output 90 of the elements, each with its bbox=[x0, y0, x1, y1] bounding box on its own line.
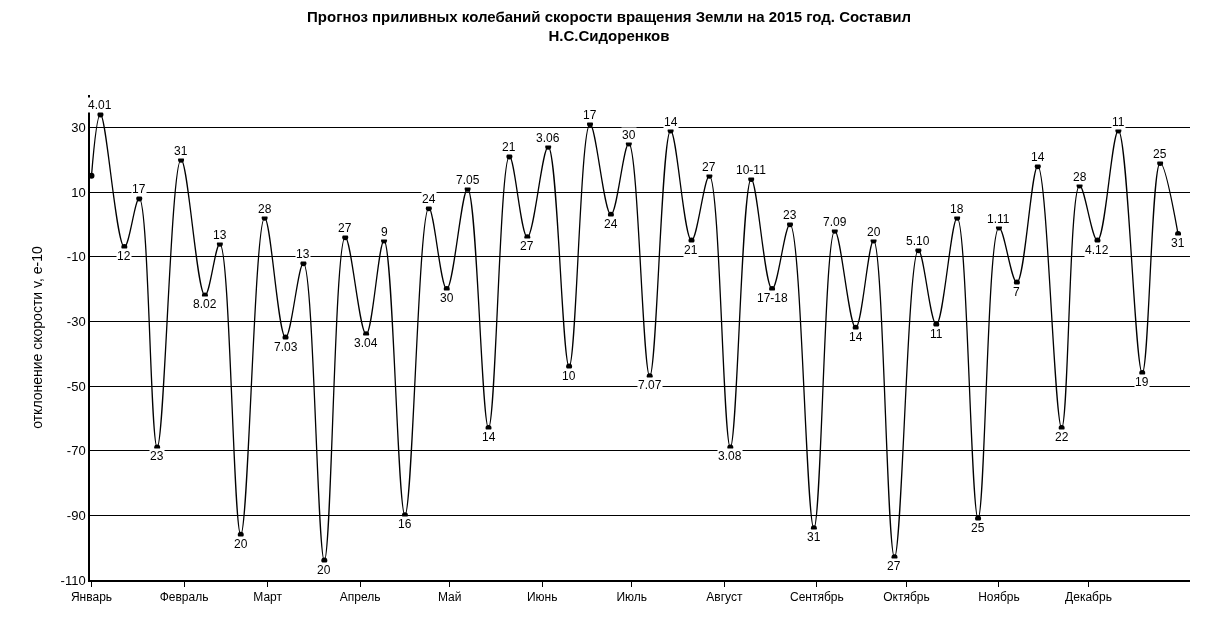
annotation: 14 bbox=[482, 430, 496, 444]
x-tick-label: Февраль bbox=[159, 590, 209, 605]
y-tick-label: -50 bbox=[66, 378, 86, 394]
x-tick-label: Октябрь bbox=[883, 590, 930, 605]
annotation: 4.12 bbox=[1085, 243, 1109, 257]
annotation: 17-18 bbox=[757, 291, 789, 305]
annotation: 16 bbox=[398, 517, 412, 531]
annotation: 20 bbox=[867, 225, 881, 239]
annotation: 5.10 bbox=[906, 234, 930, 248]
y-tick-label: -10 bbox=[66, 249, 86, 265]
annotation: 27 bbox=[702, 160, 716, 174]
x-tick-label: Январь bbox=[70, 590, 113, 605]
annotation: 27 bbox=[520, 239, 534, 253]
x-tick-label: Август bbox=[706, 590, 743, 605]
annotation: 27 bbox=[887, 559, 901, 573]
annotation: 11 bbox=[1112, 115, 1125, 129]
annotation: 4.01 bbox=[88, 98, 112, 112]
annotation: 10 bbox=[562, 369, 576, 383]
x-tick-label: Сентябрь bbox=[789, 590, 844, 605]
x-tick-label: Апрель bbox=[339, 590, 381, 605]
annotation: 17 bbox=[583, 108, 597, 122]
annotation: 31 bbox=[1171, 236, 1185, 250]
x-tick-label: Май bbox=[437, 590, 462, 605]
point bbox=[1013, 279, 1020, 286]
annotation: 23 bbox=[783, 208, 797, 222]
annotation: 20 bbox=[234, 537, 248, 551]
annotation: 30 bbox=[622, 128, 636, 142]
annotation: 14 bbox=[849, 330, 863, 344]
annotation: 28 bbox=[1073, 170, 1087, 184]
point bbox=[566, 363, 573, 370]
x-tick-label: Декабрь bbox=[1065, 590, 1112, 605]
x-tick-label: Июнь bbox=[526, 590, 558, 605]
y-axis-title: отклонение скорости v, е-10 bbox=[28, 246, 45, 429]
point bbox=[933, 321, 940, 328]
point bbox=[1094, 237, 1101, 244]
point bbox=[121, 243, 128, 250]
annotation: 21 bbox=[502, 140, 516, 154]
annotation: 8.02 bbox=[193, 297, 217, 311]
annotation: 31 bbox=[174, 144, 188, 158]
annotation: 28 bbox=[258, 202, 272, 216]
y-tick-label: -90 bbox=[66, 507, 86, 523]
point bbox=[688, 237, 695, 244]
point bbox=[321, 557, 328, 564]
annotation: 30 bbox=[440, 291, 454, 305]
annotation: 3.08 bbox=[718, 449, 742, 463]
annotation: 25 bbox=[971, 521, 985, 535]
annotation: 13 bbox=[296, 247, 310, 261]
annotation: 10-11 bbox=[736, 163, 767, 177]
x-tick-label: Июль bbox=[616, 590, 648, 605]
annotation: 21 bbox=[684, 243, 698, 257]
x-tick-label: Март bbox=[253, 590, 283, 605]
annotation: 3.06 bbox=[536, 131, 560, 145]
annotation: 7.05 bbox=[456, 173, 480, 187]
annotation: 7.07 bbox=[638, 378, 662, 392]
y-tick-label: 30 bbox=[71, 119, 86, 135]
annotation: 12 bbox=[117, 249, 131, 263]
annotation: 3.04 bbox=[354, 336, 378, 350]
annotation: 24 bbox=[604, 217, 618, 231]
y-tick-label: -30 bbox=[66, 313, 86, 329]
annotation: 18 bbox=[950, 202, 964, 216]
point bbox=[852, 324, 859, 331]
annotation: 7 bbox=[1013, 285, 1020, 299]
point bbox=[769, 286, 776, 292]
point bbox=[443, 286, 450, 292]
annotation: 17 bbox=[132, 182, 146, 196]
point bbox=[975, 515, 982, 522]
annotation: 31 bbox=[807, 530, 821, 544]
point bbox=[607, 211, 614, 218]
annotation: 20 bbox=[317, 563, 331, 577]
annotation: 9 bbox=[381, 225, 388, 239]
point bbox=[282, 334, 289, 341]
annotation: 22 bbox=[1055, 430, 1069, 444]
annotation: 23 bbox=[150, 449, 164, 463]
y-tick-label: -110 bbox=[60, 572, 86, 588]
point bbox=[237, 531, 244, 538]
annotation: 24 bbox=[422, 192, 436, 206]
annotation: 13 bbox=[213, 228, 227, 242]
annotation: 7.09 bbox=[823, 215, 847, 229]
annotation: 14 bbox=[1031, 150, 1045, 164]
chart-title: Прогноз приливных колебаний скорости вращения Земли на 2015 год. Составил Н.С.Сидоренков bbox=[307, 7, 911, 45]
annotation: 7.03 bbox=[274, 340, 298, 354]
annotation: 25 bbox=[1153, 147, 1167, 161]
x-tick-label: Ноябрь bbox=[978, 590, 1020, 605]
annotation: 11 bbox=[930, 327, 943, 341]
y-tick-label: -70 bbox=[66, 443, 86, 459]
annotation: 14 bbox=[664, 115, 678, 129]
annotation: 27 bbox=[338, 221, 352, 235]
y-tick-label: 10 bbox=[71, 184, 86, 200]
annotation: 1.11 bbox=[987, 212, 1010, 226]
annotation: 19 bbox=[1135, 375, 1149, 389]
